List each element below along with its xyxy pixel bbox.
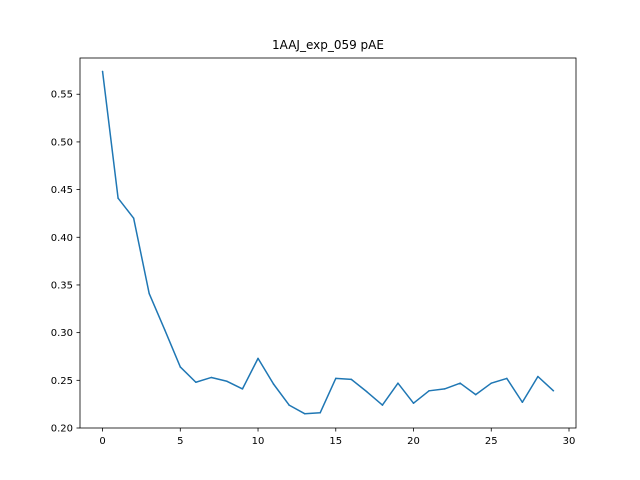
data-point bbox=[101, 70, 104, 73]
data-point bbox=[521, 401, 524, 404]
series-layer bbox=[101, 70, 555, 415]
y-tick-label: 0.45 bbox=[51, 185, 73, 196]
data-point bbox=[459, 382, 461, 384]
data-point bbox=[226, 380, 228, 383]
data-point bbox=[148, 292, 150, 295]
axes-frame bbox=[79, 57, 577, 429]
data-point bbox=[381, 404, 384, 406]
y-tick-label: 0.30 bbox=[51, 328, 73, 339]
data-point bbox=[397, 382, 399, 384]
data-point bbox=[490, 382, 493, 384]
data-point bbox=[257, 357, 259, 360]
x-tick-label: 20 bbox=[407, 436, 420, 447]
y-tick-label: 0.55 bbox=[51, 90, 73, 101]
x-tick-label: 15 bbox=[329, 436, 342, 447]
x-tick-label: 25 bbox=[485, 436, 498, 447]
x-tick-label: 0 bbox=[99, 436, 105, 447]
y-tick-label: 0.50 bbox=[51, 137, 73, 148]
data-point bbox=[303, 412, 306, 415]
y-tick-label: 0.25 bbox=[51, 376, 73, 387]
y-tick-label: 0.35 bbox=[51, 280, 73, 291]
x-tick-label: 5 bbox=[177, 436, 183, 447]
data-point bbox=[272, 383, 275, 385]
ticks-layer: 0 5 10 15 20 25 30 0.20 0.25 0.30 0.35 0.40 0.45 0.50… bbox=[51, 90, 576, 447]
data-point bbox=[179, 366, 182, 368]
x-tick-label: 10 bbox=[252, 436, 265, 447]
data-point bbox=[335, 377, 337, 380]
y-tick-label: 0.20 bbox=[51, 424, 73, 435]
data-point bbox=[210, 376, 213, 379]
data-point bbox=[537, 375, 539, 378]
data-point bbox=[195, 381, 197, 383]
data-point bbox=[428, 390, 430, 392]
data-point bbox=[241, 388, 244, 390]
series-line-0 bbox=[101, 71, 554, 415]
chart-title: 1AAJ_exp_059 pAE bbox=[272, 38, 384, 52]
data-point bbox=[412, 402, 415, 404]
data-point bbox=[288, 404, 290, 406]
x-tick-label: 30 bbox=[563, 436, 576, 447]
data-point bbox=[474, 393, 477, 396]
data-point bbox=[552, 390, 555, 392]
y-tick-label: 0.40 bbox=[51, 233, 73, 244]
data-point bbox=[117, 197, 119, 199]
data-point bbox=[506, 377, 508, 380]
data-point bbox=[132, 217, 135, 219]
data-point bbox=[443, 388, 446, 390]
data-point bbox=[350, 378, 353, 381]
data-point bbox=[366, 391, 368, 393]
data-point bbox=[319, 411, 321, 414]
data-point bbox=[163, 329, 166, 331]
